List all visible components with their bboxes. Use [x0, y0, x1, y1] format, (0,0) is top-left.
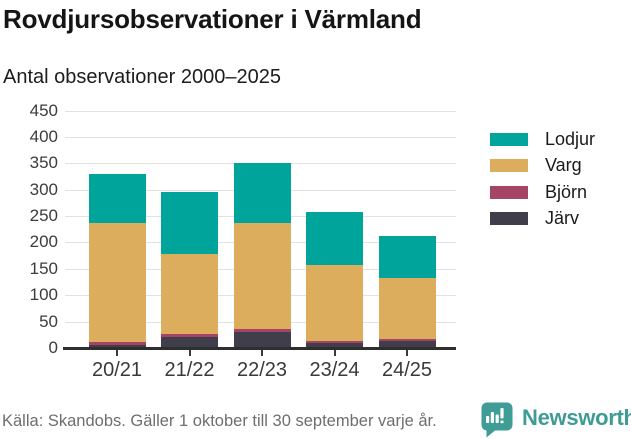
legend-swatch-lodjur [490, 133, 528, 146]
bar-segment-lodjur-21/22 [161, 192, 218, 255]
bar-segment-varg-22/23 [233, 222, 291, 329]
legend-swatch-björn [490, 185, 528, 199]
x-axis-tick-label: 21/22 [164, 359, 215, 381]
x-axis-tick [116, 349, 118, 356]
bar-segment-björn-24/25 [378, 338, 436, 341]
bar-segment-järv-23/24 [306, 343, 363, 348]
gridline-450 [65, 110, 456, 112]
x-axis-tick [406, 349, 408, 356]
bar-segment-lodjur-20/21 [88, 173, 146, 223]
bar-segment-björn-20/21 [88, 342, 146, 345]
legend-swatch-järv [490, 211, 528, 225]
bar-segment-björn-22/23 [233, 329, 291, 332]
x-axis-tick-label: 24/25 [381, 359, 433, 381]
bar-22/23 [233, 163, 291, 348]
y-axis-tick-label: 200 [29, 232, 58, 252]
y-axis-tick-label: 450 [29, 100, 58, 120]
y-axis-tick-label: 0 [48, 338, 58, 357]
bar-segment-varg-23/24 [306, 265, 363, 341]
source-note: Källa: Skandobs. Gäller 1 oktober till 3… [2, 412, 437, 430]
legend-label-björn: Björn [545, 181, 588, 202]
bar-23/24 [306, 212, 363, 348]
bar-24/25 [378, 235, 436, 348]
gridline-400 [65, 136, 456, 138]
bar-segment-björn-23/24 [306, 340, 363, 344]
legend-label-varg: Varg [545, 155, 582, 176]
y-axis-tick-label: 350 [29, 153, 58, 173]
bar-segment-lodjur-23/24 [306, 212, 363, 266]
chart-subtitle: Antal observationer 2000–2025 [3, 66, 281, 88]
legend-label-lodjur: Lodjur [545, 129, 596, 149]
x-axis-tick [261, 349, 263, 356]
y-axis-tick-label: 50 [39, 311, 58, 331]
bar-segment-järv-21/22 [161, 336, 218, 348]
y-axis-tick-label: 300 [29, 179, 58, 199]
y-axis-tick-label: 150 [29, 258, 58, 278]
x-axis-tick [188, 349, 191, 356]
bar-20/21 [88, 173, 146, 348]
newsworthy-icon [481, 402, 513, 438]
x-axis-tick [333, 349, 336, 356]
bar-segment-järv-24/25 [378, 340, 436, 348]
bar-segment-varg-21/22 [161, 254, 218, 335]
newsworthy-wordmark: Newsworthy [522, 405, 631, 430]
bar-segment-järv-20/21 [88, 344, 146, 348]
chart-title: Rovdjursobservationer i Värmland [3, 4, 422, 34]
bar-segment-järv-22/23 [233, 331, 291, 348]
legend-swatch-varg [490, 159, 528, 173]
legend-label-järv: Järv [545, 207, 580, 228]
x-axis-tick-label: 22/23 [236, 359, 288, 381]
x-axis-tick-label: 23/24 [309, 359, 360, 381]
bar-segment-björn-21/22 [161, 334, 218, 337]
x-axis-tick-label: 20/21 [91, 359, 143, 381]
y-axis-tick-label: 100 [29, 285, 58, 305]
x-axis-line [63, 347, 456, 350]
bar-21/22 [161, 192, 218, 348]
bar-segment-varg-20/21 [88, 222, 146, 343]
bar-segment-lodjur-24/25 [378, 235, 436, 278]
y-axis-tick-label: 400 [29, 126, 58, 146]
y-axis-tick-label: 250 [29, 206, 58, 226]
bar-segment-varg-24/25 [378, 277, 436, 339]
bar-segment-lodjur-22/23 [233, 163, 291, 223]
